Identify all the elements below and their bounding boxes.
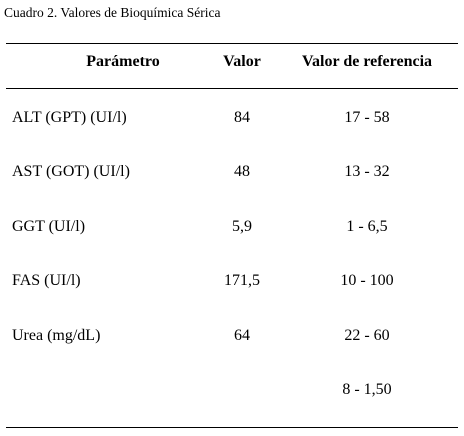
header-cell: Valor bbox=[223, 53, 261, 70]
table-cell: 84 bbox=[234, 109, 250, 126]
table-cell: 17 - 58 bbox=[344, 109, 390, 126]
table-cell: 13 - 32 bbox=[344, 163, 390, 181]
table-cell: 171,5 bbox=[224, 272, 260, 290]
header-rule bbox=[6, 88, 458, 89]
table-cell: FAS (UI/l) bbox=[12, 272, 81, 290]
bottom-rule bbox=[6, 427, 458, 428]
table-cell: Urea (mg/dL) bbox=[12, 326, 101, 344]
table-cell: 5,9 bbox=[232, 217, 252, 235]
top-rule bbox=[6, 43, 458, 44]
table-cell: AST (GOT) (UI/l) bbox=[12, 163, 130, 181]
header-cell: Valor de referencia bbox=[301, 53, 433, 70]
table-cell: 64 bbox=[234, 326, 250, 344]
table-cell: 22 - 60 bbox=[344, 326, 390, 344]
table-cell: 8 - 1,50 bbox=[342, 381, 392, 398]
table-cell: ALT (GPT) (UI/l) bbox=[12, 109, 127, 126]
table-cell: 1 - 6,5 bbox=[346, 217, 388, 235]
table-cell: 48 bbox=[234, 163, 250, 181]
table-cell: GGT (UI/l) bbox=[12, 217, 86, 235]
caption: Cuadro 2. Valores de Bioquímica Sérica bbox=[4, 5, 221, 20]
header-cell: Parámetro bbox=[86, 53, 160, 70]
table-cell: 10 - 100 bbox=[340, 272, 394, 290]
